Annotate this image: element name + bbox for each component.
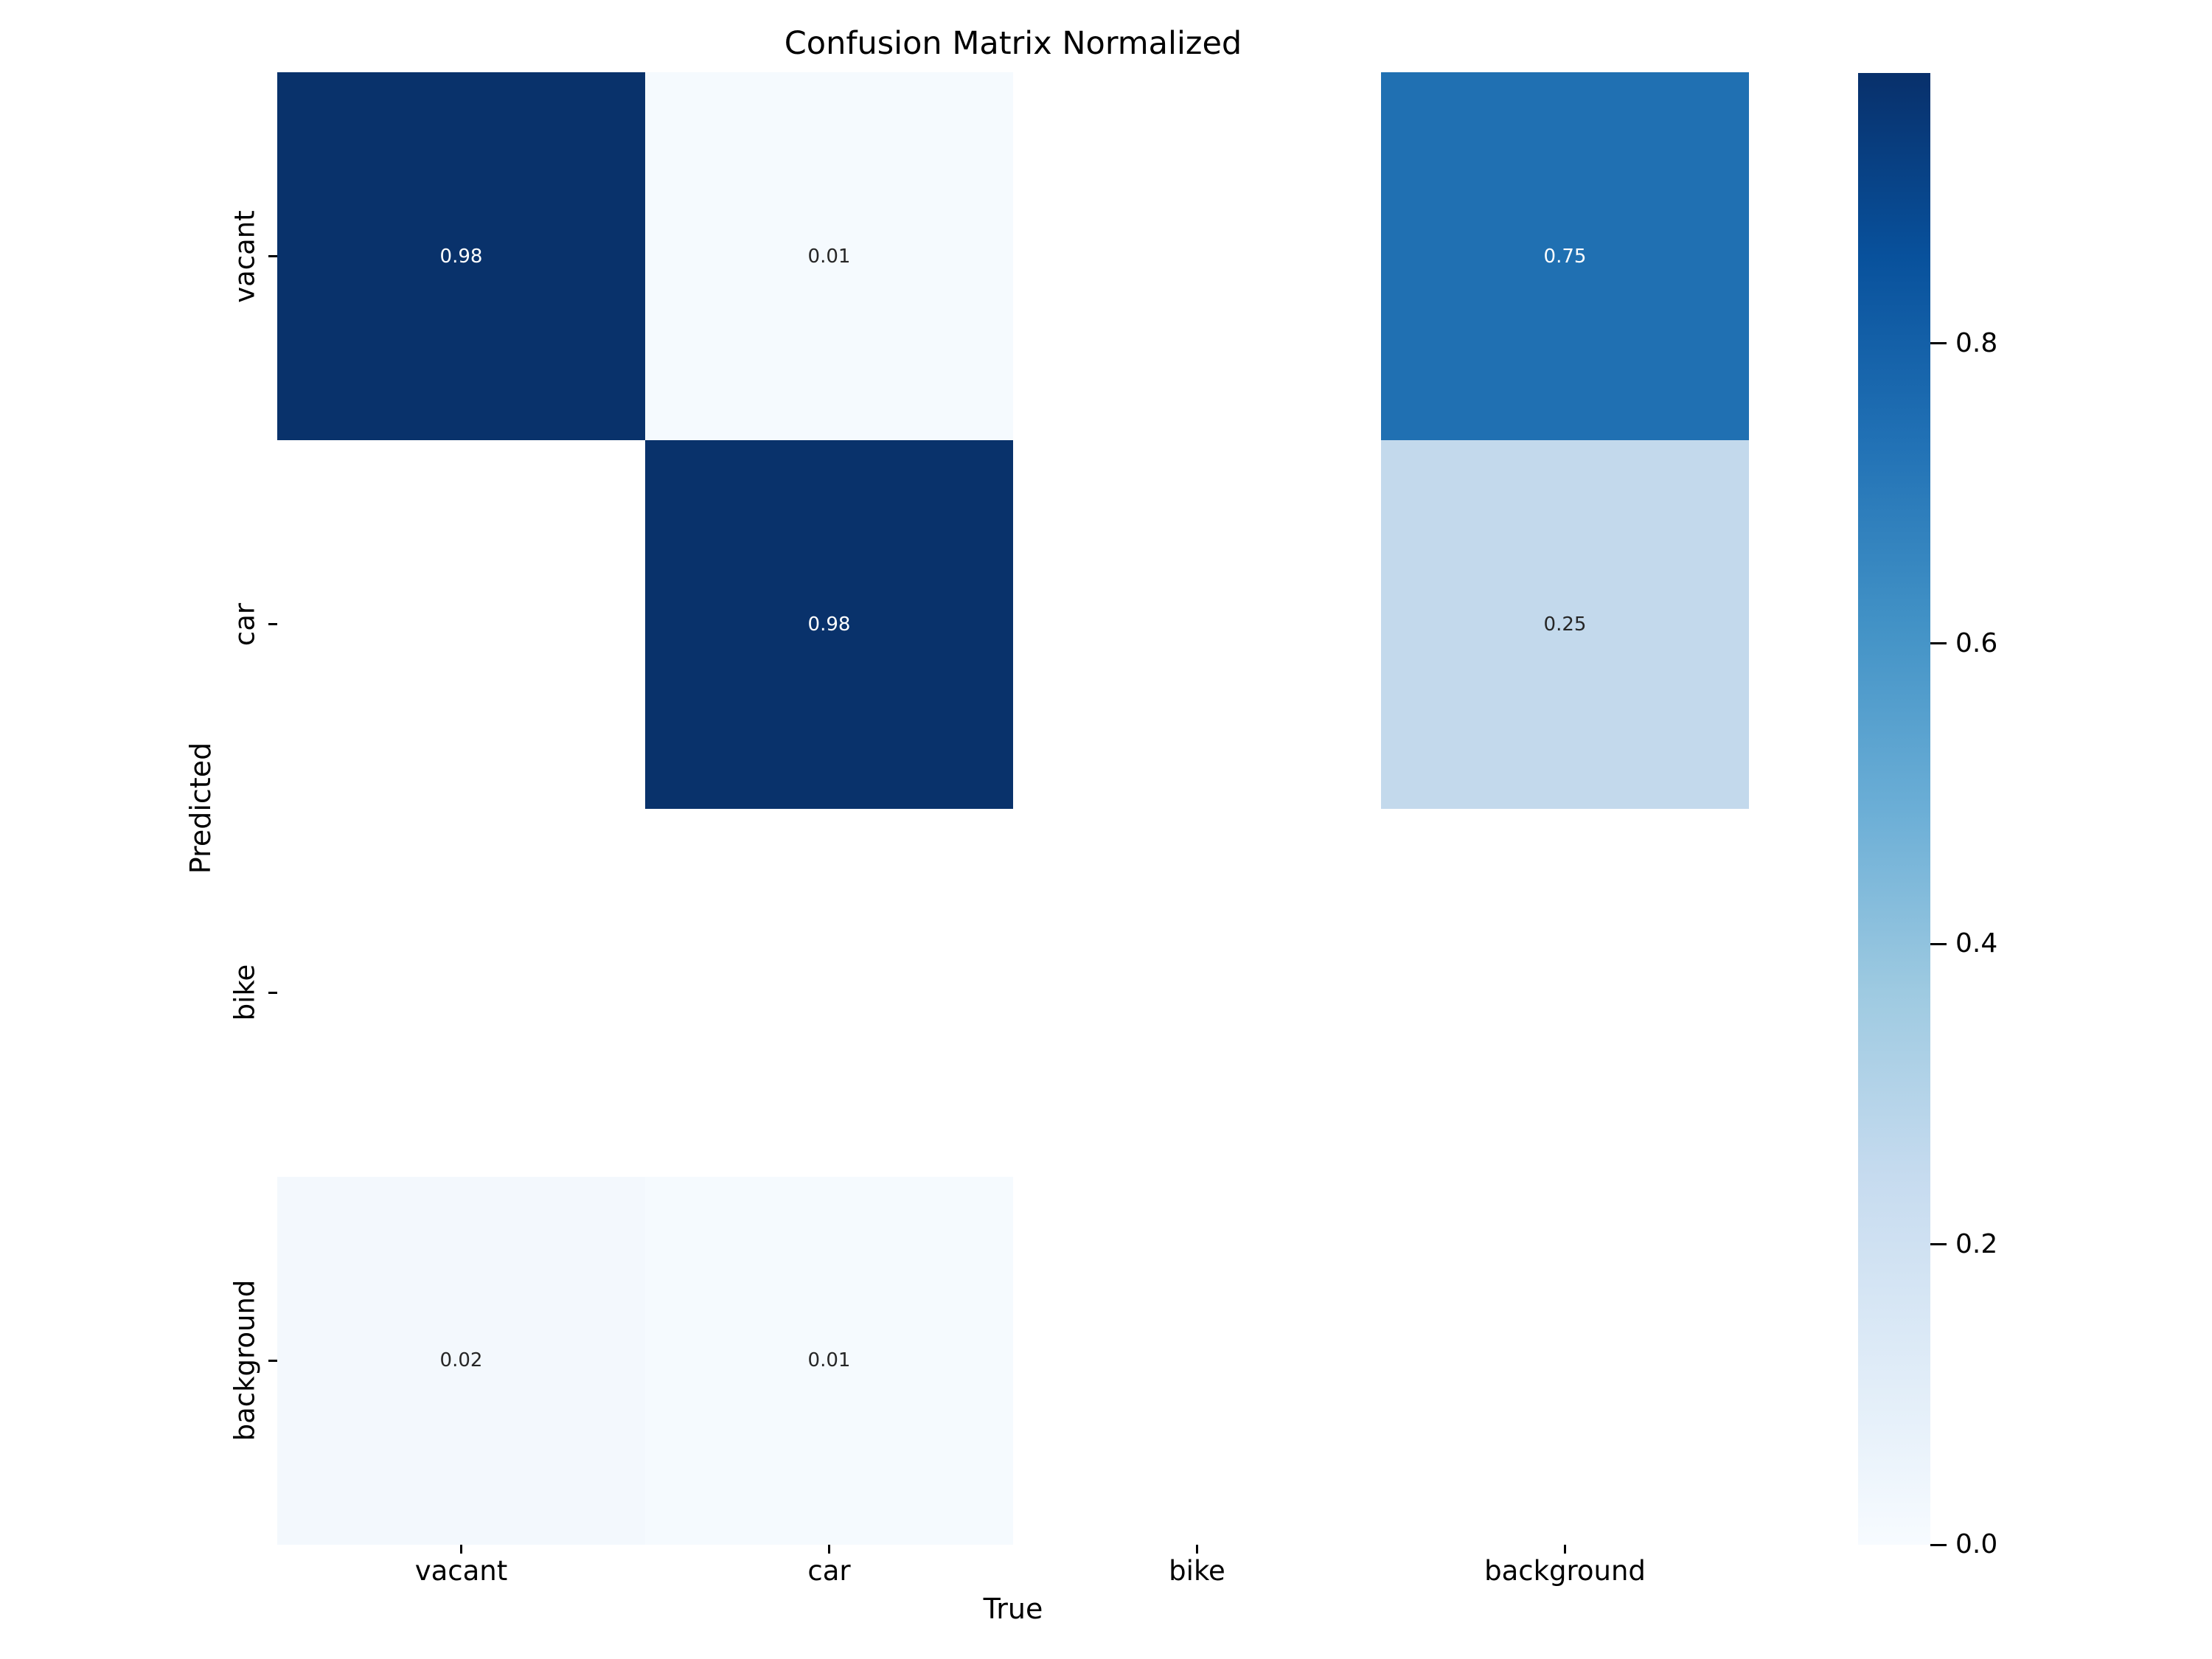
colorbar-tick-mark-0.8 xyxy=(1930,342,1947,345)
x-tick-label-car: car xyxy=(807,1555,851,1587)
colorbar-tick-mark-0.6 xyxy=(1930,642,1947,645)
y-tick-mark-background xyxy=(268,1359,277,1362)
cell-value-label: 0.98 xyxy=(439,245,483,268)
x-tick-label-vacant: vacant xyxy=(414,1555,508,1587)
heatmap-cell-background-vacant: 0.02 xyxy=(277,1176,645,1545)
cell-value-label: 0.01 xyxy=(807,245,851,268)
colorbar-tick-label-0.6: 0.6 xyxy=(1955,628,1998,659)
colorbar-tick-label-0.0: 0.0 xyxy=(1955,1529,1998,1560)
y-tick-mark-car xyxy=(268,623,277,626)
y-tick-mark-bike xyxy=(268,991,277,994)
heatmap-cell-background-car: 0.01 xyxy=(645,1176,1013,1545)
colorbar-tick-mark-0.2 xyxy=(1930,1243,1947,1246)
heatmap-cell-vacant-background: 0.75 xyxy=(1381,72,1749,441)
y-tick-label-background: background xyxy=(229,1279,261,1441)
cell-value-label: 0.98 xyxy=(807,613,851,636)
cell-value-label: 0.02 xyxy=(439,1349,483,1372)
heatmap-cell-vacant-vacant: 0.98 xyxy=(277,72,645,441)
cell-value-label: 0.25 xyxy=(1543,613,1587,636)
heatmap-cell-car-bike xyxy=(1013,440,1381,809)
heatmap-cell-car-vacant xyxy=(277,440,645,809)
heatmap-grid: 0.98 0.01 0.75 0.98 0.25 0.02 0.01 xyxy=(277,72,1749,1545)
x-tick-mark-bike xyxy=(1196,1545,1198,1554)
heatmap-cell-bike-vacant xyxy=(277,808,645,1177)
colorbar xyxy=(1858,73,1930,1545)
heatmap-cell-bike-bike xyxy=(1013,808,1381,1177)
x-tick-mark-vacant xyxy=(460,1545,462,1554)
x-tick-label-background: background xyxy=(1484,1555,1646,1587)
cell-value-label: 0.75 xyxy=(1543,245,1587,268)
heatmap-cell-vacant-car: 0.01 xyxy=(645,72,1013,441)
x-axis-title: True xyxy=(983,1593,1043,1625)
chart-title: Confusion Matrix Normalized xyxy=(784,25,1242,62)
x-tick-mark-background xyxy=(1564,1545,1566,1554)
colorbar-tick-label-0.2: 0.2 xyxy=(1955,1228,1998,1259)
y-tick-label-car: car xyxy=(229,602,261,646)
y-axis-title: Predicted xyxy=(184,742,217,874)
heatmap-cell-bike-car xyxy=(645,808,1013,1177)
heatmap-cell-car-car: 0.98 xyxy=(645,440,1013,809)
colorbar-tick-mark-0.4 xyxy=(1930,942,1947,945)
heatmap-cell-vacant-bike xyxy=(1013,72,1381,441)
heatmap-cell-bike-background xyxy=(1381,808,1749,1177)
heatmap-cell-background-bike xyxy=(1013,1176,1381,1545)
colorbar-tick-mark-0.0 xyxy=(1930,1543,1947,1546)
colorbar-tick-label-0.4: 0.4 xyxy=(1955,928,1998,959)
heatmap-cell-car-background: 0.25 xyxy=(1381,440,1749,809)
colorbar-tick-label-0.8: 0.8 xyxy=(1955,327,1998,358)
y-tick-mark-vacant xyxy=(268,255,277,258)
y-tick-label-vacant: vacant xyxy=(229,209,261,303)
x-tick-mark-car xyxy=(828,1545,830,1554)
x-tick-label-bike: bike xyxy=(1169,1555,1225,1587)
cell-value-label: 0.01 xyxy=(807,1349,851,1372)
heatmap-cell-background-background xyxy=(1381,1176,1749,1545)
y-tick-label-bike: bike xyxy=(229,964,261,1021)
